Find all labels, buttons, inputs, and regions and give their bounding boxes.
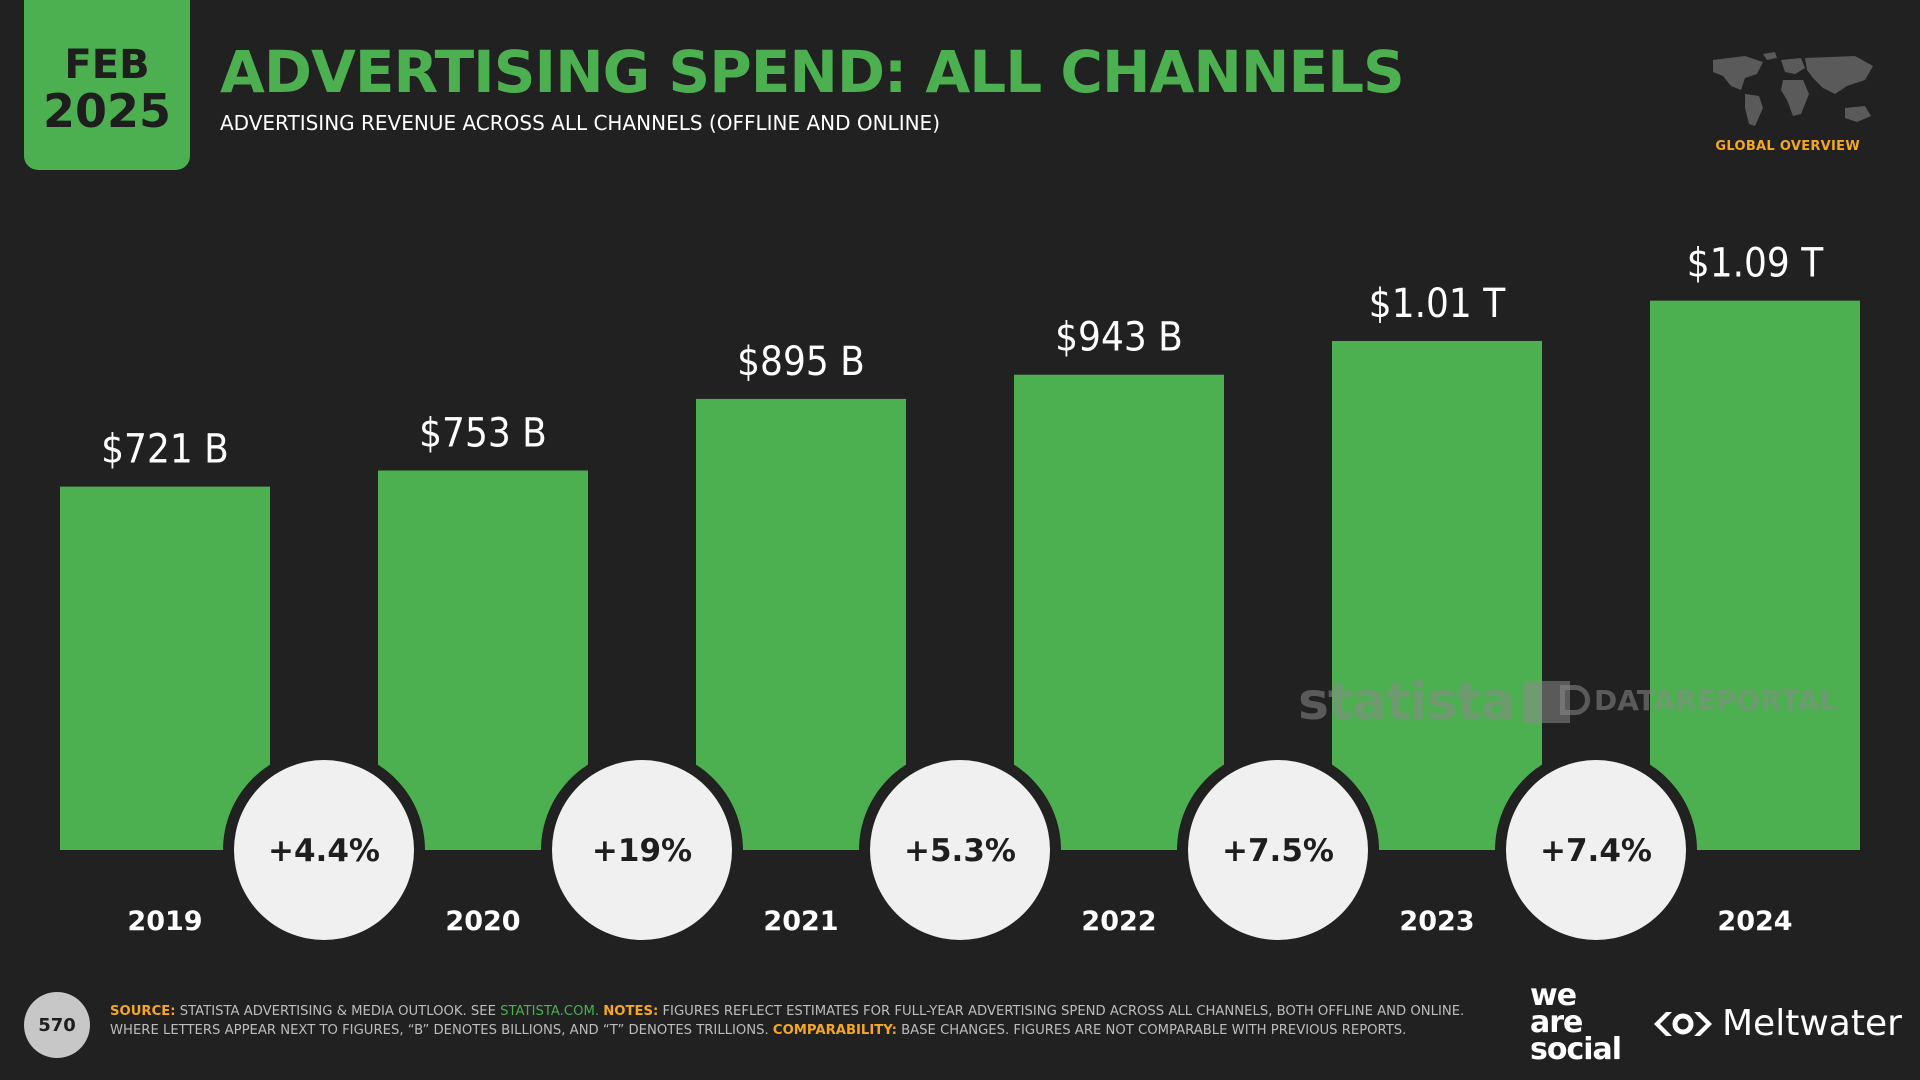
source-link[interactable]: STATISTA.COM. [500, 1004, 600, 1019]
value-label-2020: $753 B [419, 410, 547, 456]
growth-label: +19% [592, 833, 692, 869]
datareportal-logo-icon [1560, 685, 1590, 715]
datareportal-watermark: DATAREPORTAL [1560, 684, 1837, 717]
meltwater-logo: Meltwater [1650, 1003, 1902, 1044]
growth-label: +4.4% [268, 833, 380, 869]
growth-label: +5.3% [904, 833, 1016, 869]
notes-key: NOTES: [603, 1004, 659, 1019]
logo-social: social [1530, 1032, 1622, 1067]
value-label-2022: $943 B [1055, 315, 1183, 361]
year-label-2024: 2024 [1717, 906, 1792, 937]
year-label-2022: 2022 [1081, 906, 1156, 937]
value-label-2023: $1.01 T [1369, 281, 1506, 327]
logo-are: are [1530, 1005, 1583, 1040]
year-label-2023: 2023 [1399, 906, 1474, 937]
value-label-2024: $1.09 T [1687, 241, 1824, 287]
world-map-icon [1705, 50, 1880, 132]
statista-wordmark: statista [1298, 672, 1515, 732]
footnote: SOURCE: STATISTA ADVERTISING & MEDIA OUT… [110, 1003, 1510, 1040]
comparability-key: COMPARABILITY: [772, 1022, 897, 1038]
source-key: SOURCE: [110, 1004, 176, 1019]
notes-text: FIGURES REFLECT ESTIMATES FOR FULL-YEAR … [110, 1004, 1465, 1038]
bar-2021 [696, 398, 906, 850]
date-year: 2025 [42, 83, 172, 138]
value-label-2021: $895 B [737, 339, 865, 385]
region-label: GLOBAL OVERVIEW [1715, 139, 1860, 154]
growth-bubble [1188, 760, 1368, 940]
logo-we: we [1530, 978, 1577, 1013]
value-label-2019: $721 B [101, 427, 229, 473]
growth-label: +7.4% [1540, 833, 1652, 869]
year-label-2020: 2020 [445, 906, 520, 937]
date-badge: FEB 2025 [24, 0, 190, 170]
year-label-2019: 2019 [127, 906, 202, 937]
growth-bubble [552, 760, 732, 940]
date-month: FEB [64, 41, 150, 88]
bar-chart: $721 B $753 B $895 B $943 B $1.01 T $1.09 T +… [60, 240, 1860, 940]
source-text: STATISTA ADVERTISING & MEDIA OUTLOOK. SE… [179, 1004, 496, 1019]
bar-2020 [378, 470, 588, 850]
comparability-text: BASE CHANGES. FIGURES ARE NOT COMPARABLE… [901, 1022, 1407, 1038]
growth-bubble [234, 760, 414, 940]
bar-2024 [1650, 300, 1860, 850]
we-are-social-logo: we are social [1530, 978, 1622, 1067]
year-label-2021: 2021 [763, 906, 838, 937]
page-number: 570 [24, 992, 90, 1058]
datareportal-wordmark: DATAREPORTAL [1594, 684, 1838, 717]
page-title: ADVERTISING SPEND: ALL CHANNELS [220, 38, 1405, 106]
bar-2023 [1332, 340, 1542, 850]
growth-bubble [1506, 760, 1686, 940]
bar-2019 [60, 486, 270, 850]
growth-bubble [870, 760, 1050, 940]
growth-label: +7.5% [1222, 833, 1334, 869]
statista-watermark: statista [1298, 672, 1571, 732]
bar-2022 [1014, 374, 1224, 850]
page-subtitle: ADVERTISING REVENUE ACROSS ALL CHANNELS … [220, 111, 940, 135]
meltwater-wordmark: Meltwater [1722, 1003, 1902, 1044]
meltwater-icon [1654, 1011, 1712, 1036]
